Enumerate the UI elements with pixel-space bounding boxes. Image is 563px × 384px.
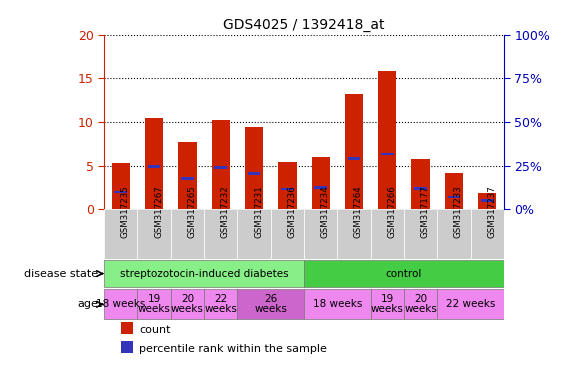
Text: 18 weeks: 18 weeks [96, 299, 145, 310]
Text: 20
weeks: 20 weeks [171, 294, 204, 314]
Text: GSM317265: GSM317265 [187, 185, 196, 238]
Bar [137, 209, 171, 259]
Text: GSM317264: GSM317264 [354, 185, 363, 238]
Bar [278, 162, 297, 209]
Bar [114, 190, 127, 193]
Bar [304, 209, 337, 259]
Bar [111, 163, 130, 209]
Text: GSM317237: GSM317237 [487, 185, 496, 238]
Bar [370, 289, 404, 319]
Bar [481, 199, 494, 202]
Text: GSM317231: GSM317231 [254, 185, 263, 238]
Text: GSM317177: GSM317177 [421, 185, 430, 238]
Bar [178, 142, 196, 209]
Bar [437, 289, 504, 319]
Bar [271, 209, 304, 259]
Text: GSM317235: GSM317235 [121, 185, 130, 238]
Bar [378, 71, 396, 209]
Bar [104, 260, 304, 287]
Bar [345, 94, 363, 209]
Bar [204, 289, 238, 319]
Title: GDS4025 / 1392418_at: GDS4025 / 1392418_at [224, 18, 385, 32]
Text: GSM317236: GSM317236 [287, 185, 296, 238]
Bar [204, 209, 238, 259]
Text: 19
weeks: 19 weeks [138, 294, 171, 314]
Text: 22
weeks: 22 weeks [204, 294, 237, 314]
Text: streptozotocin-induced diabetes: streptozotocin-induced diabetes [120, 268, 288, 279]
Text: percentile rank within the sample: percentile rank within the sample [139, 344, 327, 354]
Bar [304, 289, 370, 319]
Text: 20
weeks: 20 weeks [404, 294, 437, 314]
Bar [215, 166, 227, 169]
Text: 19
weeks: 19 weeks [371, 294, 404, 314]
Bar [238, 289, 304, 319]
Text: age: age [78, 299, 99, 310]
Text: disease state: disease state [24, 268, 99, 279]
Bar [370, 209, 404, 259]
Text: 18 weeks: 18 weeks [312, 299, 362, 310]
Text: GSM317267: GSM317267 [154, 185, 163, 238]
Bar [478, 193, 497, 209]
Bar [448, 196, 460, 198]
Bar [337, 209, 370, 259]
Bar [104, 289, 137, 319]
Bar [148, 165, 160, 168]
Bar [404, 289, 437, 319]
Bar [348, 157, 360, 160]
Bar [445, 174, 463, 209]
Bar [104, 209, 137, 259]
Text: GSM317234: GSM317234 [321, 185, 330, 238]
Bar [145, 118, 163, 209]
Text: count: count [139, 325, 171, 335]
Bar [281, 188, 294, 190]
Bar [311, 157, 330, 209]
Bar [471, 209, 504, 259]
Bar [437, 209, 471, 259]
Bar [412, 159, 430, 209]
Bar [404, 209, 437, 259]
Bar [171, 289, 204, 319]
Text: 22 weeks: 22 weeks [446, 299, 495, 310]
Bar [181, 177, 194, 180]
Text: GSM317266: GSM317266 [387, 185, 396, 238]
Text: control: control [386, 268, 422, 279]
Text: GSM317233: GSM317233 [454, 185, 463, 238]
Bar [212, 120, 230, 209]
Bar [381, 153, 394, 156]
Text: 26
weeks: 26 weeks [254, 294, 287, 314]
Bar [171, 209, 204, 259]
Bar [245, 127, 263, 209]
Bar [304, 260, 504, 287]
Bar [248, 172, 260, 175]
Bar [238, 209, 271, 259]
Bar [137, 289, 171, 319]
Text: GSM317232: GSM317232 [221, 185, 230, 238]
Bar [414, 187, 427, 190]
Bar [314, 186, 327, 189]
